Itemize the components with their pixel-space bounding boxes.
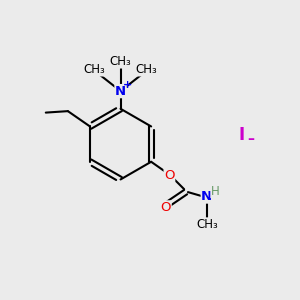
Text: H: H <box>211 185 219 198</box>
Text: +: + <box>122 80 132 90</box>
Text: –: – <box>247 132 254 146</box>
Text: CH₃: CH₃ <box>84 63 106 76</box>
Text: I: I <box>238 126 244 144</box>
Text: CH₃: CH₃ <box>136 63 157 76</box>
Text: O: O <box>164 169 175 182</box>
Text: N: N <box>115 85 126 98</box>
Text: CH₃: CH₃ <box>110 55 131 68</box>
Text: CH₃: CH₃ <box>196 218 218 231</box>
Text: O: O <box>160 201 171 214</box>
Text: N: N <box>201 190 212 203</box>
